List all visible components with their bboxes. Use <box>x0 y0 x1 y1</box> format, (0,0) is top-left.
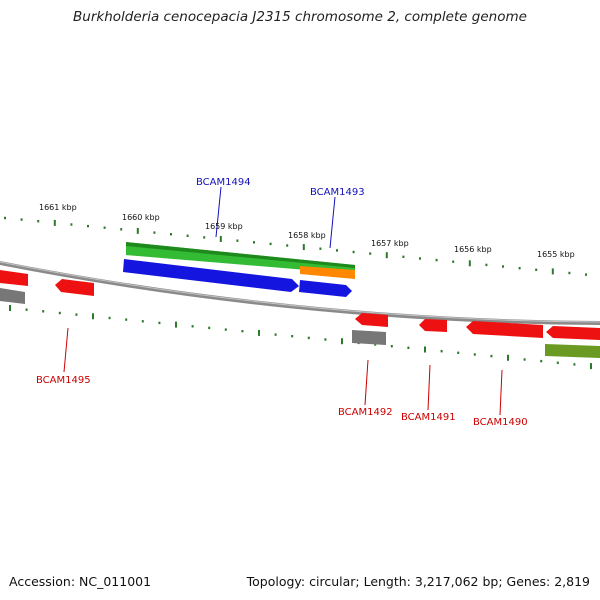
tick-label-1661: 1661 kbp <box>39 203 77 212</box>
leader-bcam1491 <box>427 364 431 411</box>
tick-label-1658: 1658 kbp <box>288 231 326 240</box>
cds-red-bcam1491 <box>419 319 447 332</box>
leader-bcam1495 <box>63 327 69 373</box>
chromosome-backbone <box>0 260 600 325</box>
cds-red-right-edge <box>546 326 600 340</box>
gene-label-bcam1494: BCAM1494 <box>196 177 251 188</box>
cds-red-bcam1495 <box>55 279 94 296</box>
leader-bcam1494 <box>215 186 222 238</box>
cds-green-long-shade <box>126 242 355 268</box>
gene-label-bcam1493: BCAM1493 <box>310 187 365 198</box>
gene-label-bcam1491: BCAM1491 <box>401 412 456 423</box>
cds-orange <box>300 266 355 279</box>
map-title: Burkholderia cenocepacia J2315 chromosom… <box>73 9 527 25</box>
leader-bcam1493 <box>329 196 336 249</box>
leader-bcam1490 <box>499 369 503 416</box>
cds-blue-bcam1493 <box>299 280 352 297</box>
tick-label-1655: 1655 kbp <box>537 250 575 259</box>
cds-red-bcam1490 <box>466 321 543 338</box>
gene-label-bcam1495: BCAM1495 <box>36 375 91 386</box>
chromosome-backbone-highlight <box>0 261 600 323</box>
gene-label-bcam1492: BCAM1492 <box>338 407 393 418</box>
leader-bcam1492 <box>364 359 369 406</box>
tick-marks-bottom <box>9 305 592 370</box>
tick-label-1660: 1660 kbp <box>122 213 160 222</box>
tick-marks-top <box>4 216 587 276</box>
cds-blue-bcam1494 <box>123 259 299 292</box>
cds-grey-left-edge <box>0 288 25 304</box>
tick-label-1659: 1659 kbp <box>205 222 243 231</box>
cds-red-bcam1492 <box>355 313 388 327</box>
accession-text: Accession: NC_011001 <box>9 574 152 589</box>
cds-olive-right-edge <box>545 344 600 358</box>
tick-label-1657: 1657 kbp <box>371 239 409 248</box>
gene-label-bcam1490: BCAM1490 <box>473 417 528 428</box>
cds-red-left-edge <box>0 270 28 286</box>
cds-grey-bcam1492 <box>352 330 386 345</box>
tick-label-1656: 1656 kbp <box>454 245 492 254</box>
topology-text: Topology: circular; Length: 3,217,062 bp… <box>246 574 590 589</box>
